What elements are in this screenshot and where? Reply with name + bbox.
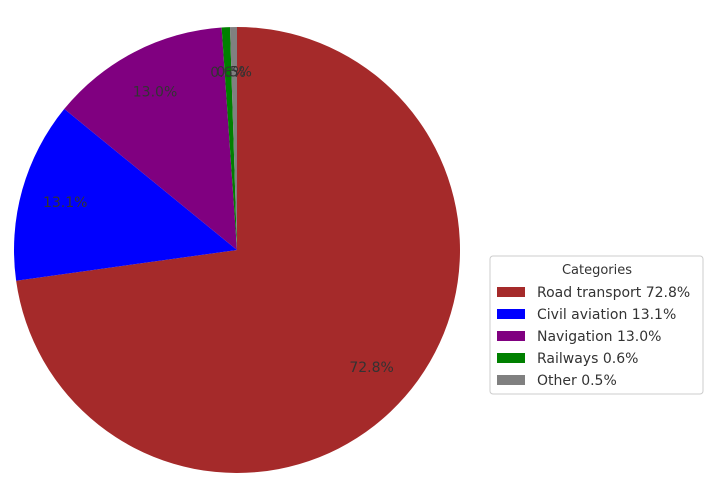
legend-swatch-other xyxy=(497,375,525,385)
pie-slice-navigation xyxy=(64,27,237,251)
legend-swatch-civil-aviation xyxy=(497,309,525,319)
pie-slice-civil-aviation xyxy=(14,108,238,281)
pie-slices xyxy=(14,27,460,474)
legend-title: Categories xyxy=(562,263,632,278)
legend: Categories Road transport 72.8% Civil avi… xyxy=(489,255,704,395)
legend-frame xyxy=(489,255,704,395)
slice-label-other: 0.5% xyxy=(216,65,252,81)
legend-label-civil-aviation: Civil aviation 13.1% xyxy=(537,307,676,323)
legend-swatch-navigation xyxy=(497,331,525,341)
legend-swatch-road-transport xyxy=(497,287,525,297)
legend-label-navigation: Navigation 13.0% xyxy=(537,329,661,345)
legend-swatch-railways xyxy=(497,353,525,363)
slice-label-civil-aviation: 13.1% xyxy=(43,195,87,211)
slice-label-navigation: 13.0% xyxy=(133,85,177,101)
pie-slice-other xyxy=(229,27,237,250)
slice-label-railways: 0.6% xyxy=(210,65,246,81)
legend-label-other: Other 0.5% xyxy=(537,373,617,389)
legend-label-road-transport: Road transport 72.8% xyxy=(537,285,690,301)
slice-label-road-transport: 72.8% xyxy=(349,360,393,376)
legend-label-railways: Railways 0.6% xyxy=(537,351,638,367)
pie-slice-road-transport xyxy=(16,27,460,474)
pie-slice-railways xyxy=(221,27,237,251)
pie-slice-labels: 72.8% 13.1% 13.0% 0.6%0.5% xyxy=(43,65,394,377)
